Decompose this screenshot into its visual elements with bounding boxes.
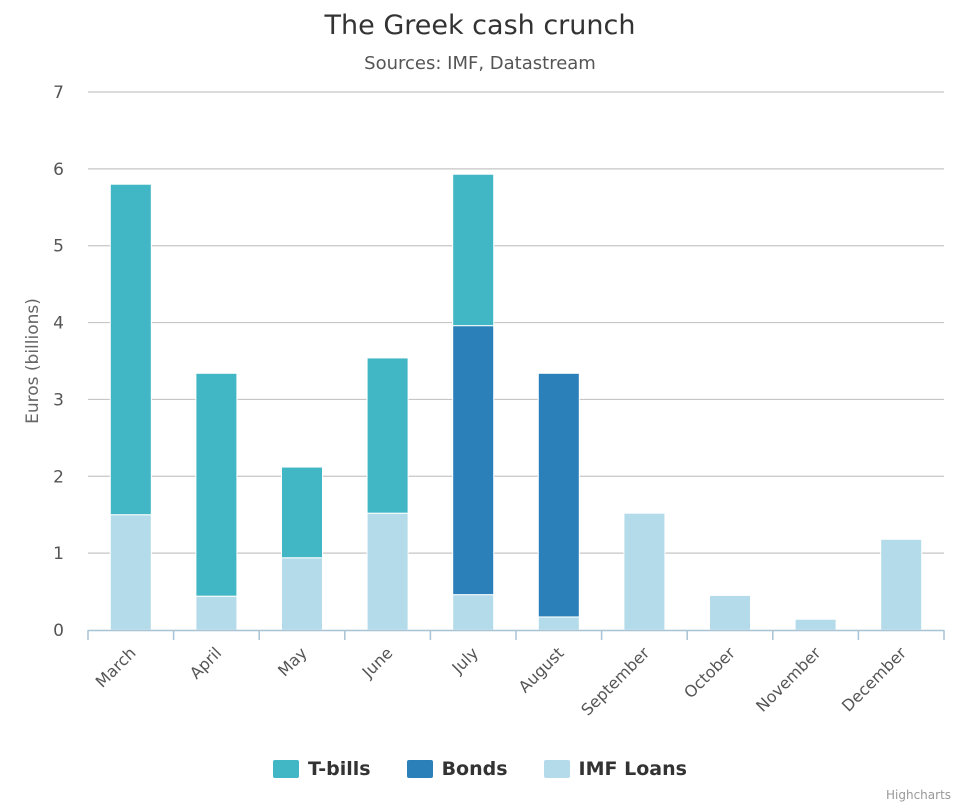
bar-bonds-july <box>452 325 495 596</box>
legend-label-t-bills: T-bills <box>308 758 371 780</box>
legend-label-imf-loans: IMF Loans <box>578 758 687 780</box>
legend-swatch-bonds <box>406 760 433 778</box>
y-tick-label: 2 <box>53 467 64 487</box>
x-tick-label-october: October <box>680 643 739 702</box>
x-tick-label-june: June <box>358 643 397 682</box>
credits-link[interactable]: Highcharts <box>886 788 952 802</box>
y-tick-label: 4 <box>53 314 64 334</box>
y-tick-label: 7 <box>53 83 64 103</box>
legend-swatch-imf-loans <box>543 760 570 778</box>
x-tick-label-july: July <box>448 643 482 677</box>
legend-label-bonds: Bonds <box>441 758 508 780</box>
y-axis-title: Euros (billions) <box>23 298 43 424</box>
y-tick-label: 6 <box>53 160 64 180</box>
bar-imf-loans-march <box>109 514 152 631</box>
bar-bonds-august <box>537 372 580 618</box>
bar-imf-loans-june <box>366 512 409 631</box>
bar-imf-loans-april <box>195 595 238 631</box>
x-tick-label-december: December <box>838 643 910 715</box>
bar-imf-loans-august <box>537 616 580 631</box>
bar-imf-loans-september <box>623 512 666 631</box>
y-tick-label: 3 <box>53 390 64 410</box>
y-tick-label: 0 <box>53 621 64 641</box>
bar-t-bills-march <box>109 183 152 516</box>
bar-imf-loans-october <box>709 594 751 631</box>
x-tick-label-april: April <box>186 643 225 682</box>
legend-item-imf-loans[interactable]: IMF Loans <box>543 758 687 780</box>
x-tick-label-november: November <box>752 643 825 716</box>
bar-imf-loans-december <box>880 538 923 631</box>
bar-t-bills-july <box>452 173 495 327</box>
bar-imf-loans-may <box>281 557 323 631</box>
y-tick-label: 1 <box>53 544 64 564</box>
bar-imf-loans-july <box>452 594 495 631</box>
x-tick-label-august: August <box>515 643 568 696</box>
bar-t-bills-april <box>195 372 238 597</box>
legend-swatch-t-bills <box>273 760 300 778</box>
legend-item-bonds[interactable]: Bonds <box>406 758 508 780</box>
chart-subtitle: Sources: IMF, Datastream <box>364 53 596 74</box>
x-tick-label-september: September <box>577 643 653 719</box>
y-tick-label: 5 <box>53 237 64 257</box>
x-tick-label-may: May <box>274 643 311 680</box>
x-tick-label-march: March <box>92 643 140 691</box>
legend: T-bills Bonds IMF Loans <box>0 758 960 780</box>
chart-title: The Greek cash crunch <box>324 10 636 41</box>
chart-canvas: 0 1 2 3 4 5 6 7 Euros (billions) March April May Jun… <box>23 83 945 719</box>
bar-t-bills-june <box>366 357 409 514</box>
bar-imf-loans-november <box>794 618 837 631</box>
bar-t-bills-may <box>281 466 323 559</box>
legend-item-t-bills[interactable]: T-bills <box>273 758 371 780</box>
